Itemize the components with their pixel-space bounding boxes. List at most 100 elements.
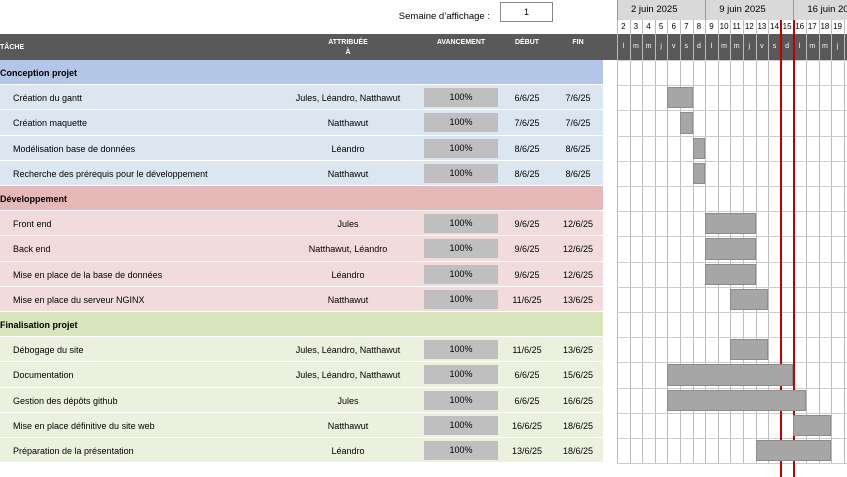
gantt-bar	[667, 87, 693, 109]
task-name: Création maquette	[13, 118, 88, 129]
gantt-bar	[705, 263, 756, 285]
group-name: Finalisation projet	[0, 320, 78, 330]
end-date: 8/6/25	[565, 143, 591, 154]
week-sep	[705, 0, 707, 34]
grid-column	[806, 20, 807, 464]
weekday: m	[809, 43, 816, 50]
column-header: AVANCEMENT	[436, 39, 486, 46]
assignee: Natthawut	[327, 168, 369, 179]
grid-column	[680, 20, 681, 464]
progress-box: 100%	[424, 365, 498, 385]
task-name: Création du gantt	[13, 93, 83, 104]
start-date: 16/6/25	[511, 420, 543, 431]
end-date: 12/6/25	[562, 244, 594, 255]
gantt-bar	[692, 137, 706, 159]
weekday: j	[836, 43, 839, 50]
group-row	[0, 186, 603, 211]
day-number: 6	[671, 22, 676, 31]
today-line	[780, 20, 782, 477]
grid-row	[617, 362, 847, 364]
end-date: 15/6/25	[562, 370, 594, 381]
weekday: d	[785, 43, 790, 50]
grid-column	[654, 20, 656, 464]
progress-box: 100%	[424, 415, 498, 435]
day-number: 9	[709, 22, 714, 31]
start-date: 11/6/25	[512, 345, 542, 356]
assignee: Léandro	[331, 143, 365, 154]
today-line	[793, 20, 795, 477]
day-number: 15	[782, 22, 792, 31]
day-number: 8	[696, 22, 702, 31]
task-name: Modélisation base de données	[13, 143, 136, 154]
task-row	[0, 438, 603, 463]
grid-row	[617, 337, 847, 339]
gantt-bar	[793, 414, 832, 436]
group-name: Conception projet	[0, 68, 77, 78]
grid-row	[617, 85, 847, 87]
week-band	[617, 0, 847, 20]
progress-box: 100%	[424, 289, 498, 309]
assignee: Natthawut, Léandro	[308, 244, 388, 255]
task-row	[0, 362, 603, 387]
task-name: Préparation de la présentation	[13, 446, 134, 456]
task-name: Gestion des dépôts github	[13, 395, 118, 406]
week-title: 2 juin 2025	[631, 4, 678, 15]
gantt-bar	[730, 288, 769, 310]
task-row	[0, 160, 603, 185]
group-row	[0, 312, 603, 337]
gantt-bar	[705, 238, 756, 260]
day-number: 17	[807, 22, 817, 31]
day-number: 2	[621, 22, 626, 31]
week-sep	[617, 0, 618, 34]
grid-column	[629, 20, 631, 464]
weekday: l	[622, 43, 625, 50]
weekday: m	[721, 43, 728, 50]
weekday: m	[632, 43, 639, 50]
column-header: TÂCHE	[0, 44, 25, 51]
progress-box: 100%	[424, 113, 498, 133]
grid-row	[617, 387, 847, 389]
gantt-bar	[680, 112, 693, 134]
gantt-bar	[667, 389, 806, 411]
start-date: 6/6/25	[514, 370, 540, 381]
weekday: d	[696, 43, 701, 50]
day-number: 3	[633, 22, 639, 31]
week-title: 16 juin 20	[807, 4, 847, 15]
progress-box: 100%	[424, 163, 498, 183]
task-name: Mise en place de la base de données	[13, 269, 163, 280]
day-number: 4	[646, 22, 651, 31]
day-number: 10	[719, 22, 729, 31]
day-number: 13	[757, 22, 767, 31]
grid-column	[617, 20, 618, 464]
end-date: 18/6/25	[562, 420, 594, 431]
assignee: Jules	[337, 219, 359, 230]
end-date: 16/6/25	[562, 395, 594, 406]
task-name: Documentation	[13, 370, 74, 381]
assignee: Jules, Léandro, Natthawut	[295, 345, 401, 356]
week-sep	[793, 0, 795, 34]
assignee: Natthawut	[327, 294, 369, 305]
task-name: Recherche des prérequis pour le développ…	[13, 168, 208, 179]
gantt-bar	[755, 440, 832, 462]
assignee: Jules, Léandro, Natthawut	[295, 93, 401, 104]
grid-column	[642, 20, 644, 464]
start-date: 7/6/25	[514, 118, 540, 129]
grid-row	[617, 463, 847, 465]
end-date: 12/6/25	[562, 269, 594, 280]
start-date: 13/6/25	[511, 446, 543, 456]
day-number: 14	[770, 22, 779, 31]
week-input[interactable]: 1	[500, 2, 553, 22]
grid-row	[617, 438, 847, 439]
assignee: Natthawut	[327, 118, 369, 129]
day-number: 5	[658, 22, 664, 31]
grid-column	[843, 20, 845, 464]
task-row	[0, 110, 603, 135]
day-number: 16	[795, 22, 805, 31]
group-row	[0, 60, 603, 85]
weekday: s	[772, 43, 777, 50]
day-number: 12	[744, 22, 754, 31]
weekday: j	[660, 43, 662, 50]
progress-box: 100%	[424, 239, 498, 259]
grid-row	[617, 261, 847, 263]
progress-box: 100%	[424, 264, 498, 284]
